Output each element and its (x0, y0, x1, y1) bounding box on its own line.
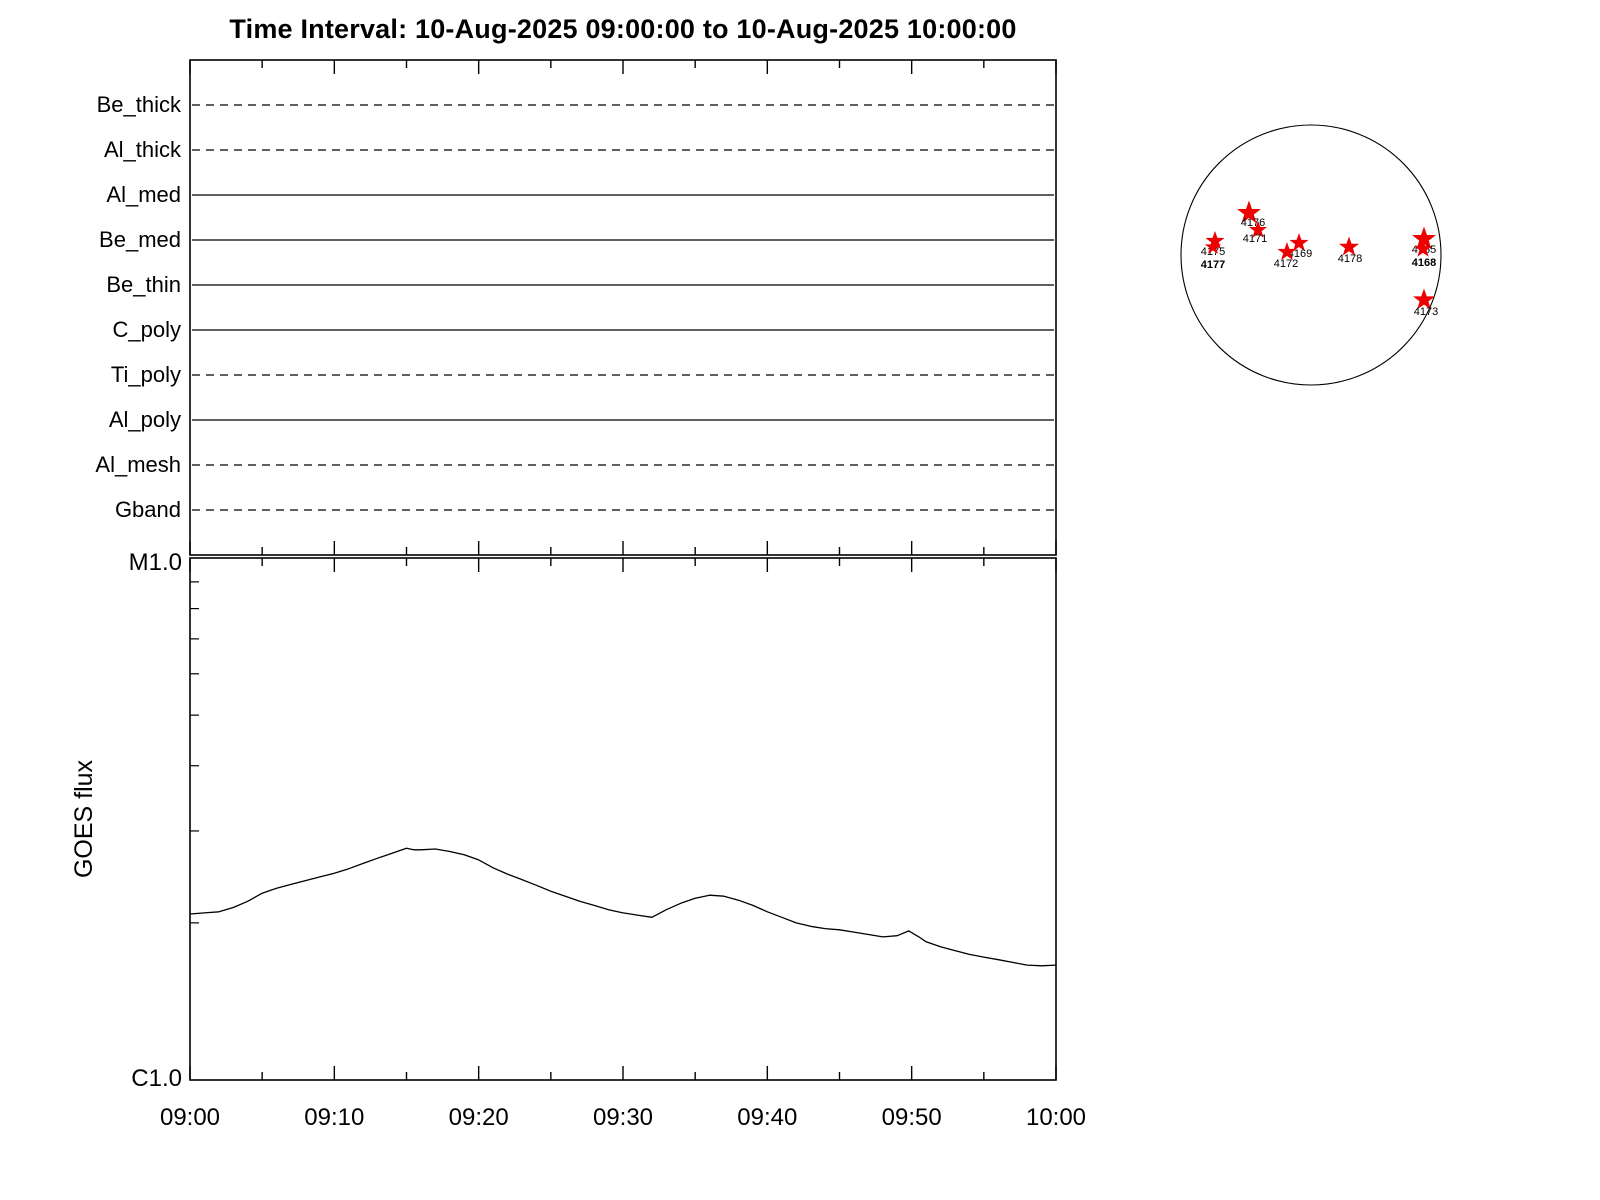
filter-label: Al_med (106, 182, 181, 207)
x-tick-label: 09:50 (882, 1104, 942, 1131)
y-bottom-label: C1.0 (131, 1065, 182, 1092)
active-region-star (1237, 200, 1261, 224)
solar-disk-circle (1180, 124, 1442, 386)
x-tick-label: 09:20 (449, 1104, 509, 1131)
active-region-star (1413, 239, 1433, 257)
active-region-label: 4169 (1288, 248, 1312, 260)
active-region-label: 4177 (1201, 259, 1225, 271)
active-region-star (1248, 220, 1268, 238)
goes-panel-box (189, 557, 1057, 1081)
filter-label: Al_poly (109, 407, 181, 432)
goes-flux-curve (189, 847, 1057, 967)
active-region-star (1338, 236, 1360, 256)
active-region-star (1289, 232, 1309, 252)
active-region-star (1413, 288, 1435, 310)
active-region-label: 4178 (1338, 253, 1362, 265)
y-axis-title: GOES flux (70, 759, 98, 878)
x-tick-label: 10:00 (1026, 1104, 1086, 1131)
y-top-label: M1.0 (129, 549, 182, 576)
x-tick-label: 09:10 (304, 1104, 364, 1131)
plot-title: Time Interval: 10-Aug-2025 09:00:00 to 1… (229, 14, 1017, 44)
filter-label: Al_thick (104, 137, 182, 162)
filter-label: Be_thick (97, 92, 182, 117)
active-region-star (1204, 238, 1222, 254)
filter-label: Ti_poly (111, 362, 181, 387)
active-region-label: 4172 (1274, 258, 1298, 270)
active-region-label: 4173 (1414, 306, 1438, 318)
filter-panel-box (189, 59, 1057, 556)
active-region-star (1277, 241, 1297, 261)
x-tick-label: 09:40 (737, 1104, 797, 1131)
filter-label: Gband (115, 497, 181, 522)
filter-label: Be_med (99, 227, 181, 252)
active-region-label: 4175 (1201, 246, 1225, 258)
filter-label: C_poly (113, 317, 181, 342)
filter-label: Al_mesh (95, 452, 181, 477)
filter-label: Be_thin (106, 272, 181, 297)
active-region-label: 4171 (1243, 233, 1267, 245)
x-tick-label: 09:30 (593, 1104, 653, 1131)
x-tick-label: 09:00 (160, 1104, 220, 1131)
active-region-label: 4168 (1412, 257, 1436, 269)
